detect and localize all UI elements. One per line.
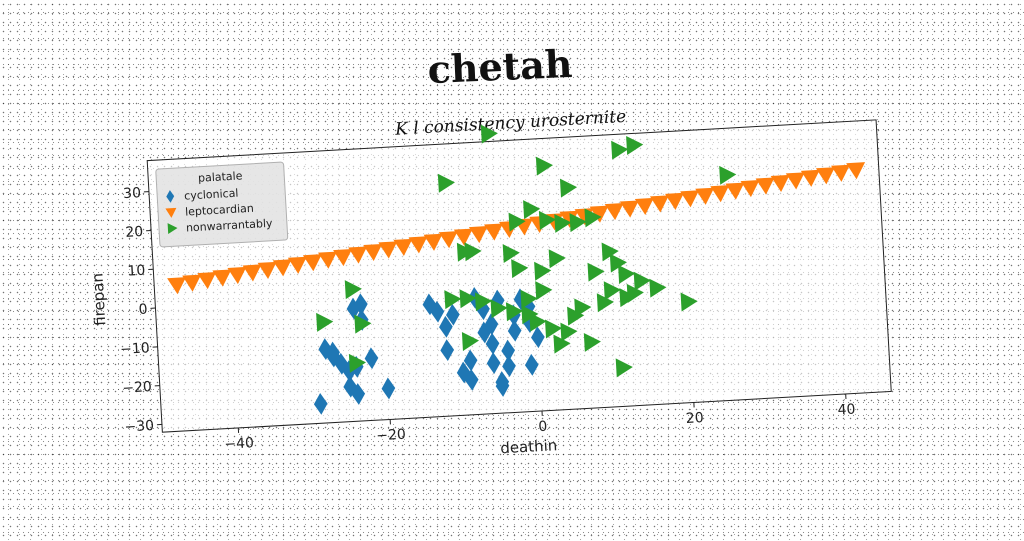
y-axis-label: firepan [88, 273, 109, 327]
y-tick-label: −30 [124, 418, 154, 436]
y-tick-label: 20 [125, 224, 144, 241]
x-tick-label: −20 [376, 427, 406, 445]
x-axis-label: deathin [500, 436, 558, 457]
y-tick-label: −10 [120, 340, 150, 358]
x-tick-label: −40 [224, 435, 254, 453]
legend: palatale cyclonicalleptocardiannonwarran… [156, 162, 288, 247]
chart-title: K l consistency urosternite [394, 107, 627, 140]
x-tick-label: 0 [538, 419, 548, 435]
y-tick-label: 30 [123, 185, 142, 202]
legend-title: palatale [198, 169, 243, 184]
y-tick-label: −20 [122, 379, 152, 397]
y-tick-label: 10 [127, 263, 146, 280]
y-tick-label: 0 [138, 301, 148, 317]
x-tick-label: 40 [837, 401, 856, 418]
x-tick-label: 20 [685, 410, 704, 427]
